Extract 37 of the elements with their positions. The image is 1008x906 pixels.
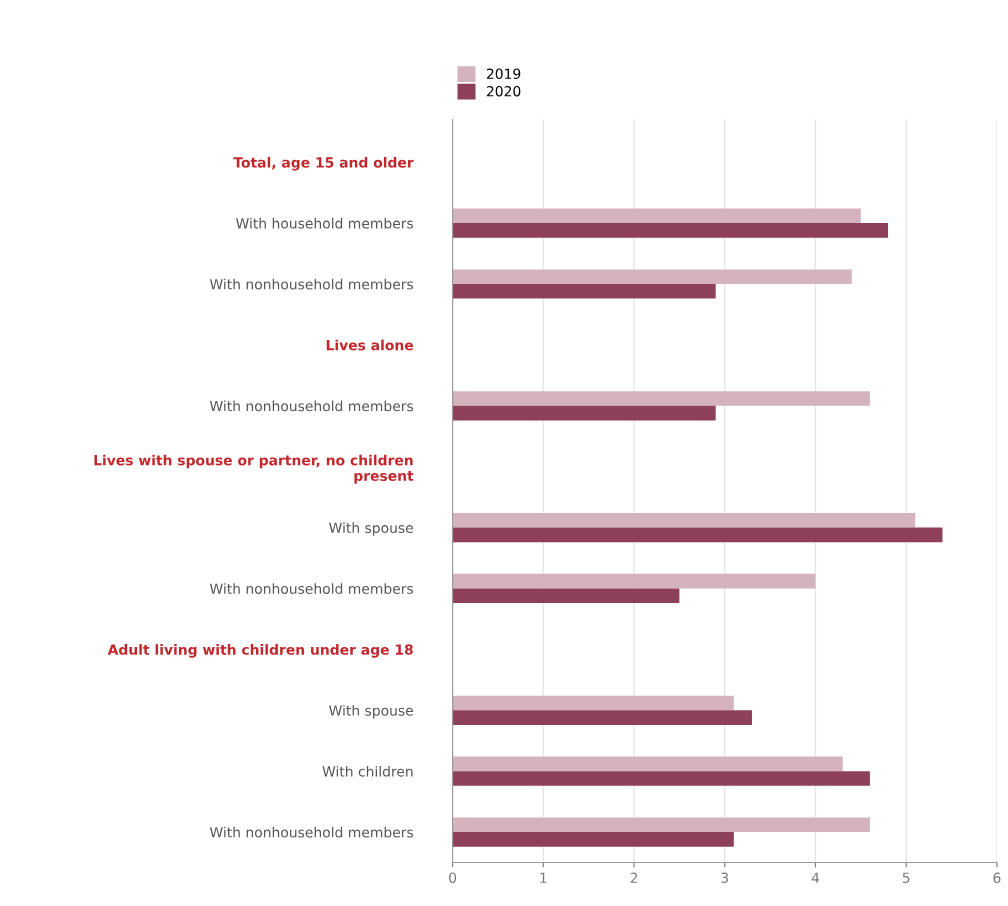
x-tick-label: 4 [811, 872, 820, 883]
y-tick-label: With nonhousehold members [209, 400, 414, 412]
bar [452, 269, 852, 285]
legend-label: 2020 [486, 85, 521, 97]
bar [452, 208, 861, 224]
y-tick-label: Lives alone [326, 339, 414, 351]
x-tick-label: 6 [993, 872, 1001, 883]
x-tick-label: 0 [449, 872, 457, 883]
y-tick-label: Total, age 15 and older [233, 156, 414, 171]
bar [452, 405, 716, 421]
bar [452, 284, 716, 299]
y-tick-label: With spouse [329, 522, 413, 536]
x-tick-label: 2 [630, 872, 638, 883]
bar [452, 771, 870, 786]
y-tick-label: With nonhousehold members [209, 583, 414, 594]
x-tick-label: 5 [902, 872, 910, 883]
y-tick-label: With children [322, 765, 413, 777]
y-tick-label: With nonhousehold members [209, 826, 414, 838]
bar [452, 512, 916, 528]
bar [452, 223, 889, 238]
bar [452, 588, 680, 604]
y-tick-label: With spouse [329, 705, 413, 719]
y-tick-label: Lives with spouse or partner, no children present [94, 454, 414, 484]
bar [452, 573, 816, 589]
y-tick-label: With nonhousehold members [209, 278, 414, 290]
legend-label: 2019 [486, 68, 521, 80]
x-tick-label: 3 [721, 872, 729, 883]
bar [452, 391, 870, 406]
bar [452, 710, 752, 725]
bar [452, 756, 843, 772]
bar [452, 832, 734, 847]
y-tick-label: With household members [236, 217, 414, 229]
x-tick-label: 1 [540, 872, 547, 883]
bar [452, 695, 734, 711]
y-tick-label: Adult living with children under age 18 [107, 644, 413, 658]
bar [452, 817, 870, 833]
bar [452, 527, 943, 543]
